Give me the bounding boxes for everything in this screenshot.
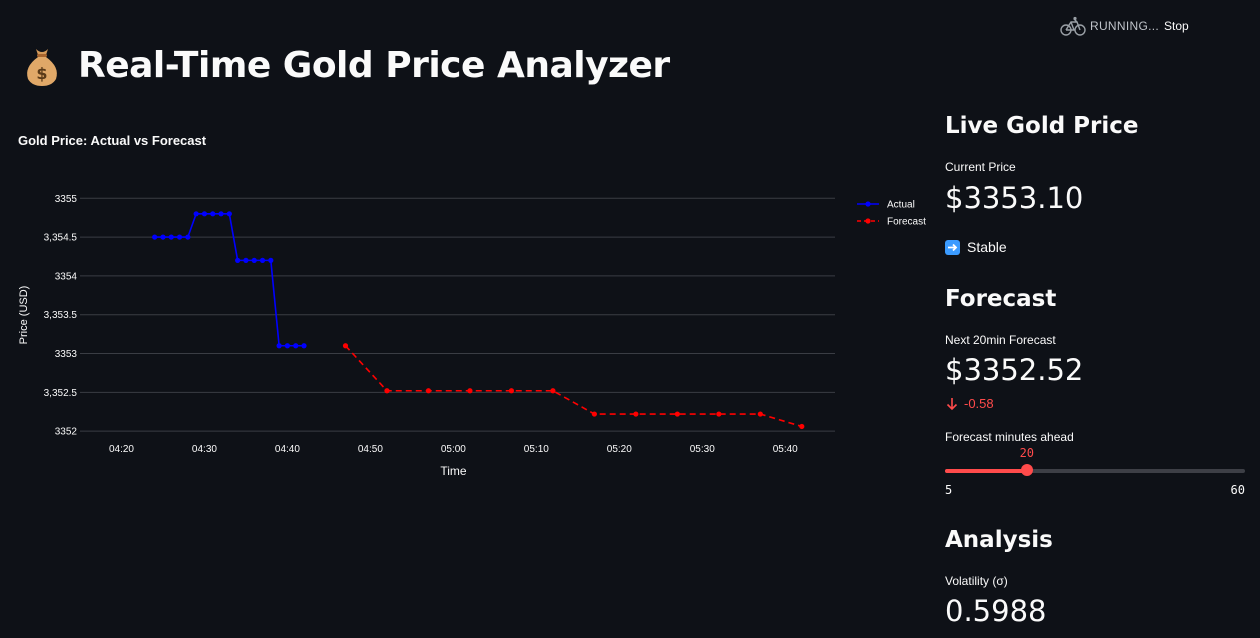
slider-thumb[interactable] [1020, 464, 1033, 476]
forecast-minutes-slider[interactable] [945, 464, 1245, 476]
y-tick-label: 3,353.5 [44, 310, 78, 321]
bicycle-icon [1060, 16, 1086, 36]
legend-forecast-marker [865, 218, 871, 224]
forecast-series-line [344, 345, 803, 428]
slider-fill [945, 469, 1027, 473]
y-tick-label: 3355 [55, 194, 78, 205]
x-tick-label: 04:20 [109, 444, 134, 455]
actual-point [218, 211, 224, 217]
volatility-label: Volatility (σ) [945, 574, 1008, 588]
x-axis-label: Time [440, 464, 467, 478]
slider-label: Forecast minutes ahead [945, 430, 1074, 444]
legend-actual-marker [865, 201, 871, 207]
forecast-point [799, 423, 805, 430]
stop-button[interactable]: Stop [1164, 19, 1189, 33]
price-status: Stable [945, 239, 1007, 255]
x-tick-label: 04:30 [192, 444, 217, 455]
y-tick-label: 3353 [55, 349, 78, 360]
forecast-point [467, 388, 473, 394]
y-tick-label: 3354 [55, 271, 78, 282]
right-arrow-icon [945, 239, 960, 255]
forecast-header: Forecast [945, 286, 1057, 312]
price-chart: 3355 3,354.5 3354 3,353.5 3353 3,352.5 3352 04:… [18, 194, 926, 478]
actual-point [201, 211, 208, 217]
y-tick-label: 3352 [55, 427, 78, 438]
down-arrow-icon [946, 397, 958, 410]
actual-point [152, 234, 158, 240]
chart-title: Gold Price: Actual vs Forecast [18, 133, 207, 148]
forecast-point [757, 411, 763, 417]
x-tick-label: 05:40 [773, 444, 798, 455]
svg-text:$: $ [36, 64, 47, 83]
forecast-value: $3352.52 [945, 353, 1084, 387]
actual-point [168, 234, 174, 240]
current-price-label: Current Price [945, 160, 1016, 174]
y-tick-label: 3,352.5 [44, 388, 78, 399]
forecast-point [591, 411, 597, 417]
moneybag-icon: $ [27, 49, 57, 86]
y-axis-label: Price (USD) [18, 286, 30, 345]
analysis-header: Analysis [945, 527, 1053, 553]
page-title: Real-Time Gold Price Analyzer [78, 44, 670, 86]
forecast-delta-value: -0.58 [964, 396, 994, 411]
actual-point [210, 211, 216, 217]
actual-point [193, 211, 199, 217]
status-text: Stable [967, 239, 1007, 255]
x-tick-label: 05:00 [441, 444, 466, 455]
status-bar: RUNNING... Stop [1060, 14, 1260, 40]
x-tick-label: 05:10 [524, 444, 549, 455]
slider-max: 60 [1230, 483, 1245, 497]
actual-point [301, 343, 307, 349]
actual-point [185, 234, 191, 240]
x-tick-label: 05:30 [690, 444, 715, 455]
current-price-value: $3353.10 [945, 181, 1084, 215]
actual-point [243, 257, 249, 263]
forecast-point [633, 411, 639, 417]
x-tick-label: 04:40 [275, 444, 300, 455]
forecast-point [508, 388, 515, 394]
x-tick-label: 04:50 [358, 444, 383, 455]
forecast-point [550, 388, 556, 394]
forecast-label: Next 20min Forecast [945, 333, 1056, 347]
actual-series-line [154, 213, 305, 347]
slider-min: 5 [945, 483, 953, 497]
legend-actual-label: Actual [887, 200, 915, 211]
legend-forecast-label: Forecast [887, 217, 926, 228]
forecast-point [674, 411, 680, 417]
forecast-point [384, 388, 390, 394]
actual-point [293, 343, 299, 349]
volatility-value: 0.5988 [945, 594, 1047, 628]
actual-point [268, 257, 274, 263]
slider-current-value: 20 [1019, 446, 1035, 460]
x-tick-label: 05:20 [607, 444, 632, 455]
actual-point [160, 234, 166, 240]
y-tick-label: 3,354.5 [44, 233, 78, 244]
actual-point [251, 257, 257, 263]
actual-point [259, 257, 266, 263]
actual-point [235, 257, 241, 263]
forecast-delta: -0.58 [945, 396, 994, 411]
forecast-point [716, 411, 722, 417]
forecast-point [342, 343, 349, 349]
page-header: $ Real-Time Gold Price Analyzer [22, 40, 670, 90]
running-status: RUNNING... [1090, 19, 1159, 33]
actual-point [226, 211, 232, 217]
actual-point [176, 234, 183, 240]
forecast-point [425, 388, 432, 394]
actual-point [276, 343, 282, 349]
live-price-header: Live Gold Price [945, 113, 1139, 139]
actual-point [284, 343, 291, 349]
